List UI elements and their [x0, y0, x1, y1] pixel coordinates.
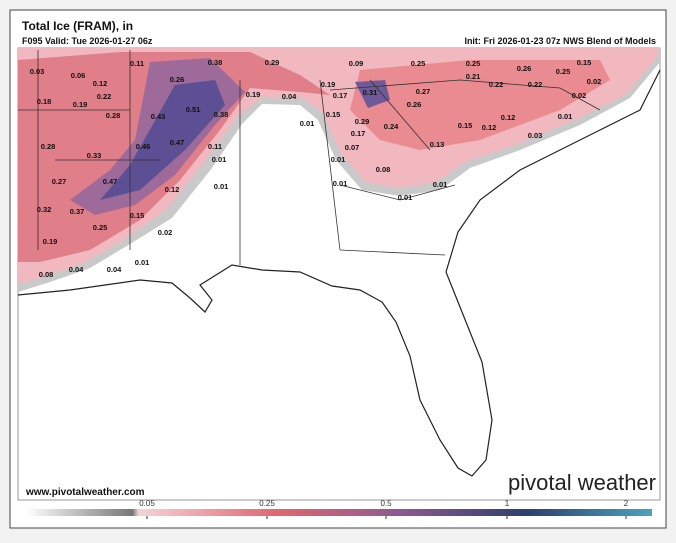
coastline: [17, 69, 661, 477]
colorbar-ticks: 0.05 0.25 0.5 1 2: [139, 499, 629, 519]
map: [17, 47, 661, 501]
init-value: Fri 2026-01-23 07z NWS Blend of Models: [483, 36, 656, 46]
point-value: 0.19: [73, 100, 88, 109]
colorbar-tick-label: 0.25: [259, 499, 275, 508]
point-value: 0.01: [300, 119, 315, 128]
point-value: 0.02: [572, 91, 587, 100]
point-value: 0.15: [130, 211, 145, 220]
point-value: 0.01: [331, 155, 346, 164]
point-value: 0.11: [130, 59, 144, 68]
point-value: 0.03: [30, 67, 45, 76]
point-value: 0.22: [97, 92, 112, 101]
point-value: 0.46: [136, 142, 151, 151]
point-value: 0.27: [416, 87, 431, 96]
point-value: 0.04: [69, 265, 84, 274]
point-value: 0.29: [355, 117, 370, 126]
point-value: 0.19: [321, 80, 336, 89]
point-value: 0.01: [333, 179, 348, 188]
point-value: 0.25: [466, 59, 481, 68]
point-value: 0.02: [587, 77, 602, 86]
point-value: 0.04: [107, 265, 122, 274]
point-value: 0.22: [489, 80, 504, 89]
point-value: 0.37: [70, 207, 85, 216]
title: Total Ice (FRAM), in: [22, 19, 133, 33]
source-url: www.pivotalweather.com: [25, 487, 145, 498]
point-value: 0.29: [265, 58, 280, 67]
valid-time: F095 Valid: Tue 2026-01-27 06z: [22, 36, 153, 46]
point-value: 0.06: [71, 71, 86, 80]
point-value: 0.15: [577, 58, 592, 67]
point-value: 0.32: [37, 205, 52, 214]
point-value: 0.12: [501, 113, 516, 122]
colorbar-tick-label: 0.05: [139, 499, 155, 508]
point-value: 0.43: [151, 112, 166, 121]
point-value: 0.15: [326, 110, 341, 119]
point-value: 0.38: [214, 110, 229, 119]
point-value: 0.07: [345, 143, 360, 152]
point-value: 0.31: [363, 88, 378, 97]
point-value: 0.22: [528, 80, 543, 89]
ice-heavy-east: [355, 80, 390, 108]
point-value: 0.47: [103, 177, 118, 186]
point-value: 0.26: [517, 64, 532, 73]
point-value: 0.25: [411, 59, 426, 68]
point-value: 0.25: [556, 67, 571, 76]
colorbar-tick-label: 0.5: [380, 499, 392, 508]
point-value: 0.27: [52, 177, 67, 186]
point-value: 0.33: [87, 151, 102, 160]
point-value: 0.26: [407, 100, 422, 109]
ice-medium-east: [350, 60, 610, 150]
point-value: 0.18: [37, 97, 52, 106]
point-value: 0.26: [170, 75, 185, 84]
point-value: 0.19: [246, 90, 261, 99]
point-value: 0.17: [333, 91, 348, 100]
colorbar-tick-label: 1: [505, 499, 510, 508]
point-value: 0.08: [376, 165, 391, 174]
point-value: 0.21: [466, 72, 481, 81]
point-value: 0.15: [458, 121, 473, 130]
colorbar-tick-label: 2: [624, 499, 629, 508]
point-value: 0.01: [558, 112, 573, 121]
point-value: 0.08: [39, 270, 54, 279]
point-value: 0.01: [135, 258, 150, 267]
state-borders: [18, 50, 601, 265]
point-value: 0.12: [165, 185, 180, 194]
point-value: 0.51: [186, 105, 201, 114]
init-prefix: Init:: [464, 36, 481, 46]
point-value: 0.13: [430, 140, 445, 149]
point-labels: 0.03 0.06 0.11 0.38 0.29 0.09 0.25 0.25 0.26 0.25…: [30, 58, 602, 279]
point-value: 0.01: [433, 180, 448, 189]
point-value: 0.28: [106, 111, 121, 120]
point-value: 0.24: [384, 122, 399, 131]
point-value: 0.11: [208, 142, 222, 151]
point-value: 0.47: [170, 138, 185, 147]
point-value: 0.38: [208, 58, 223, 67]
point-value: 0.09: [349, 59, 364, 68]
init-time: Init: Fri 2026-01-23 07z NWS Blend of Mo…: [464, 36, 656, 46]
brand: pivotal weather: [508, 470, 656, 495]
point-value: 0.28: [41, 142, 56, 151]
point-value: 0.01: [214, 182, 229, 191]
point-value: 0.12: [93, 79, 108, 88]
point-value: 0.04: [282, 92, 297, 101]
point-value: 0.01: [212, 155, 227, 164]
point-value: 0.17: [351, 129, 366, 138]
ice-max: [100, 80, 225, 200]
colorbar: [26, 509, 652, 516]
point-value: 0.01: [398, 193, 413, 202]
point-value: 0.25: [93, 223, 108, 232]
point-value: 0.03: [528, 131, 543, 140]
point-value: 0.12: [482, 123, 497, 132]
point-value: 0.02: [158, 228, 173, 237]
point-value: 0.19: [43, 237, 58, 246]
